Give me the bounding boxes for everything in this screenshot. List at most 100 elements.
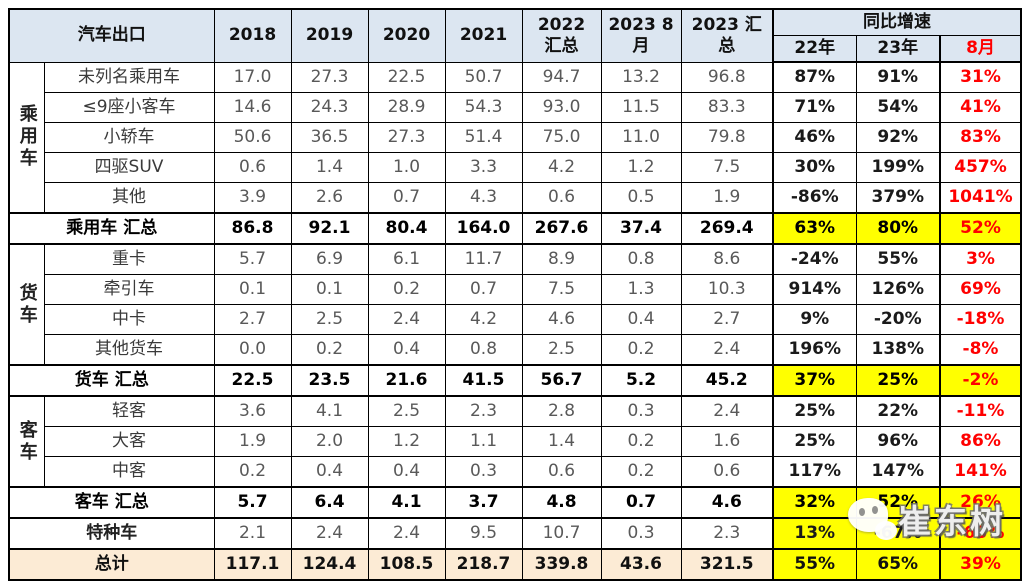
- value-cell: 50.6: [213, 122, 292, 153]
- value-cell: 0.6: [521, 456, 602, 488]
- value-cell: 8.6: [680, 243, 774, 275]
- value-cell: 11.0: [600, 122, 682, 153]
- value-cell: 36.5: [290, 122, 369, 153]
- value-cell: 7.5: [680, 152, 774, 183]
- value-cell: 1.3: [600, 274, 682, 305]
- value-cell: 4.8: [521, 486, 602, 519]
- table-row: 货车 重卡 5.7 6.9 6.1 11.7 8.9 0.8 8.6 -24% 55% 3%: [8, 243, 1022, 366]
- table-title-cell: 汽车出口: [8, 8, 215, 63]
- growth-cell: 117%: [772, 456, 857, 488]
- value-cell: 0.6: [521, 182, 602, 214]
- growth-cell: 55%: [855, 243, 941, 275]
- growth-cell: 147%: [855, 456, 941, 488]
- value-cell: 4.6: [521, 304, 602, 335]
- value-cell: 2.4: [367, 517, 446, 550]
- value-cell: 22.5: [213, 364, 292, 397]
- value-cell: 0.6: [213, 152, 292, 183]
- growth-cell: 457%: [938, 152, 1022, 183]
- table-row: 小轿车 50.6 36.5 27.3 51.4 75.0 11.0 79.8 46% 92% 83%: [9, 122, 1022, 153]
- growth-cell: 32%: [772, 486, 857, 519]
- table-row: 大客 1.9 2.0 1.2 1.1 1.4 0.2 1.6 25% 96% 86%: [9, 426, 1022, 457]
- group-label: 客车: [8, 395, 45, 488]
- value-cell: 0.6: [680, 456, 774, 488]
- row-label: 乘用车 汇总: [8, 212, 215, 245]
- value-cell: 3.3: [444, 152, 523, 183]
- value-cell: 80.4: [367, 212, 446, 245]
- value-cell: 13.2: [600, 61, 682, 93]
- growth-cell: 13%: [772, 517, 857, 550]
- growth-cell: 63%: [772, 212, 857, 245]
- group-label: 乘用车: [8, 61, 45, 214]
- growth-cell: -86%: [772, 182, 857, 214]
- row-label: 总计: [8, 548, 215, 581]
- value-cell: 1.4: [521, 426, 602, 457]
- col-header-growth-23: 23年: [855, 35, 941, 63]
- value-cell: 0.8: [600, 243, 682, 275]
- value-cell: 2.5: [367, 395, 446, 427]
- value-cell: 4.3: [444, 182, 523, 214]
- growth-cell: -2%: [938, 364, 1022, 397]
- growth-cell: 25%: [855, 364, 941, 397]
- value-cell: 3.6: [213, 395, 292, 427]
- value-cell: 17.0: [213, 61, 292, 93]
- value-cell: 3.9: [213, 182, 292, 214]
- growth-cell: 46%: [772, 122, 857, 153]
- growth-cell: 914%: [772, 274, 857, 305]
- value-cell: 10.3: [680, 274, 774, 305]
- value-cell: 7.5: [521, 274, 602, 305]
- table-row: ≤9座小客车 14.6 24.3 28.9 54.3 93.0 11.5 83.3 71% 54%…: [9, 92, 1022, 123]
- growth-cell: -24%: [772, 243, 857, 275]
- col-header-2022-total: 2022 汇总: [521, 8, 602, 63]
- value-cell: 0.7: [600, 486, 682, 519]
- value-cell: 6.4: [290, 486, 369, 519]
- value-cell: 0.4: [290, 456, 369, 488]
- value-cell: 4.6: [680, 486, 774, 519]
- value-cell: 1.6: [680, 426, 774, 457]
- growth-cell: 25%: [772, 395, 857, 427]
- value-cell: 5.7: [213, 486, 292, 519]
- growth-cell: 69%: [938, 274, 1022, 305]
- row-label: 未列名乘用车: [43, 61, 215, 93]
- growth-cell: 92%: [855, 122, 941, 153]
- col-header-2023-total: 2023 汇总: [680, 8, 774, 63]
- value-cell: 45.2: [680, 364, 774, 397]
- col-header-2019: 2019: [290, 8, 369, 63]
- table-row: 其他货车 0.0 0.2 0.4 0.8 2.5 0.2 2.4 196% 138% -8%: [9, 334, 1022, 366]
- growth-cell: 41%: [938, 92, 1022, 123]
- value-cell: 14.6: [213, 92, 292, 123]
- value-cell: 2.4: [680, 334, 774, 366]
- value-cell: 24.3: [290, 92, 369, 123]
- value-cell: 93.0: [521, 92, 602, 123]
- value-cell: 2.1: [213, 517, 292, 550]
- growth-cell: 141%: [938, 456, 1022, 488]
- value-cell: 2.5: [521, 334, 602, 366]
- growth-cell: -20%: [855, 304, 941, 335]
- value-cell: 43.6: [600, 548, 682, 581]
- table-header: 汽车出口 2018 2019 2020 2021 2022 汇总 2023 8月…: [8, 8, 1022, 63]
- value-cell: 92.1: [290, 212, 369, 245]
- value-cell: 0.4: [367, 456, 446, 488]
- col-header-2020: 2020: [367, 8, 446, 63]
- growth-cell: 52%: [855, 486, 941, 519]
- value-cell: 5.7: [213, 243, 292, 275]
- value-cell: 22.5: [367, 61, 446, 93]
- value-cell: 108.5: [367, 548, 446, 581]
- growth-cell: 86%: [938, 426, 1022, 457]
- value-cell: 0.0: [213, 334, 292, 366]
- growth-cell: -67%: [855, 517, 941, 550]
- growth-cell: 55%: [772, 548, 857, 581]
- growth-cell: -63%: [938, 517, 1022, 550]
- table-row: 其他 3.9 2.6 0.7 4.3 0.6 0.5 1.9 -86% 379% 1041%: [9, 182, 1022, 214]
- value-cell: 0.2: [290, 334, 369, 366]
- table-body: 乘用车 未列名乘用车 17.0 27.3 22.5 50.7 94.7 13.2 96.8 87%…: [8, 61, 1022, 581]
- value-cell: 1.9: [213, 426, 292, 457]
- col-header-2023-aug: 2023 8月: [600, 8, 682, 63]
- col-header-2018: 2018: [213, 8, 292, 63]
- value-cell: 0.7: [367, 182, 446, 214]
- value-cell: 2.7: [680, 304, 774, 335]
- value-cell: 51.4: [444, 122, 523, 153]
- value-cell: 164.0: [444, 212, 523, 245]
- growth-cell: 80%: [855, 212, 941, 245]
- table-row: 特种车 2.1 2.4 2.4 9.5 10.7 0.3 2.3 13% -67% -63%: [8, 517, 1022, 550]
- value-cell: 269.4: [680, 212, 774, 245]
